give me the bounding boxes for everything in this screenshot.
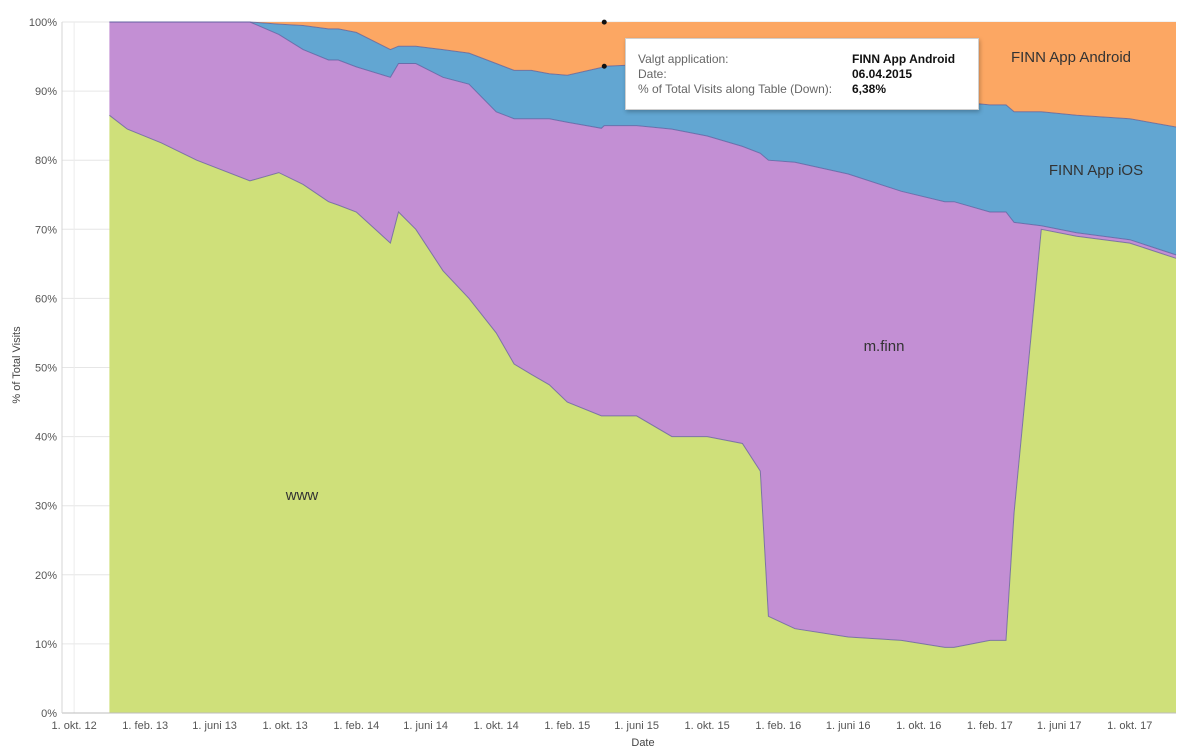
x-tick-label: 1. juni 13 [192, 720, 237, 732]
tooltip-value: FINN App Android [852, 52, 956, 66]
y-tick-label: 90% [35, 86, 57, 98]
x-tick-label: 1. juni 15 [614, 720, 659, 732]
tooltip-key: Valgt application: [638, 52, 729, 66]
x-tick-label: 1. feb. 17 [967, 720, 1013, 732]
tooltip-key: Date: [638, 67, 667, 81]
area-boundary-line [109, 114, 1177, 648]
y-tick-label: 30% [35, 501, 57, 513]
axes: 0% 10% 20% 30% 40% 50% 60% 70% 80% 90% 100% 1. okt.… [29, 17, 1176, 732]
area-series [109, 21, 1177, 714]
x-tick-label: 1. juni 17 [1037, 720, 1082, 732]
y-tick-label: 60% [35, 293, 57, 305]
y-tick-label: 40% [35, 432, 57, 444]
tooltip-value: 6,38% [852, 82, 887, 96]
x-tick-label: 1. okt. 17 [1107, 720, 1152, 732]
area-www [109, 115, 1176, 714]
y-tick-label: 20% [35, 570, 57, 582]
x-tick-label: 1. feb. 15 [544, 720, 590, 732]
x-tick-label: 1. juni 14 [403, 720, 448, 732]
area-boundary-line [109, 21, 1177, 256]
area-m-finn [109, 22, 1176, 648]
tooltip-value: 06.04.2015 [852, 67, 913, 81]
x-tick-label: 1. okt. 15 [685, 720, 730, 732]
x-tick-label: 1. okt. 13 [263, 720, 308, 732]
x-tick-label: 1. feb. 16 [755, 720, 801, 732]
area-label-www: www [285, 487, 319, 504]
x-tick-label: 1. feb. 13 [122, 720, 168, 732]
y-tick-label: 70% [35, 224, 57, 236]
highlight-dot-bottom [601, 63, 607, 69]
x-tick-label: 1. feb. 14 [333, 720, 379, 732]
x-tick-label: 1. okt. 14 [474, 720, 519, 732]
highlight-marker [601, 19, 607, 69]
y-axis-title: % of Total Visits [11, 326, 23, 404]
y-tick-label: 0% [41, 708, 57, 720]
tooltip-key: % of Total Visits along Table (Down): [638, 82, 833, 96]
tooltip: Valgt application: FINN App Android Date… [625, 38, 979, 110]
x-tick-label: 1. okt. 16 [896, 720, 941, 732]
area-label-finn-app-ios: FINN App iOS [1049, 162, 1143, 179]
y-tick-label: 10% [35, 639, 57, 651]
y-tick-label: 80% [35, 155, 57, 167]
y-tick-label: 50% [35, 363, 57, 375]
area-labels: FINN App Android FINN App iOS m.finn www [285, 49, 1143, 504]
highlight-dot-top [601, 19, 607, 25]
x-tick-label: 1. okt. 12 [52, 720, 97, 732]
y-tick-label: 100% [29, 17, 57, 29]
area-label-m-finn: m.finn [864, 338, 905, 355]
area-label-finn-app-android: FINN App Android [1011, 49, 1131, 66]
x-axis-title: Date [631, 737, 654, 749]
x-tick-label: 1. juni 16 [826, 720, 871, 732]
